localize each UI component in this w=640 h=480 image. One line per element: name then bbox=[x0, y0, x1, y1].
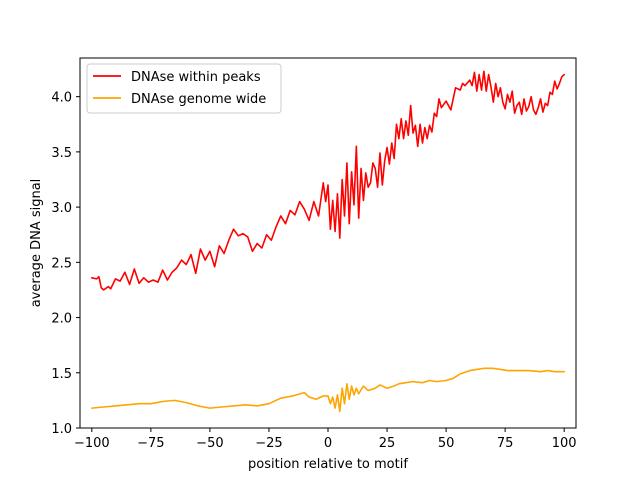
y-tick-label: 4.0 bbox=[51, 91, 72, 106]
x-tick-label: −50 bbox=[196, 436, 223, 451]
x-tick-label: 50 bbox=[438, 436, 455, 451]
y-tick-label: 1.5 bbox=[51, 367, 72, 382]
y-tick-label: 2.0 bbox=[51, 312, 72, 327]
x-tick-label: 0 bbox=[324, 436, 332, 451]
x-axis-label: position relative to motif bbox=[248, 457, 408, 472]
x-tick-label: −100 bbox=[74, 436, 110, 451]
series-line-0 bbox=[91, 70, 565, 291]
x-tick-label: −75 bbox=[137, 436, 164, 451]
y-tick-label: 3.5 bbox=[51, 146, 72, 161]
y-tick-label: 2.5 bbox=[51, 256, 72, 271]
legend-box bbox=[86, 63, 282, 114]
legend: DNAse within peaks DNAse genome wide bbox=[86, 63, 282, 114]
ticks-layer: −100 −75 −50 −25 0 25 50 75 100 1.0 1.5 2.0 2.5 3.0 3.… bbox=[51, 91, 576, 451]
y-axis-label: average DNA signal bbox=[29, 179, 44, 308]
x-tick-label: −25 bbox=[255, 436, 282, 451]
y-tick-label: 1.0 bbox=[51, 422, 72, 437]
series-layer bbox=[91, 70, 565, 413]
y-tick-label: 3.0 bbox=[51, 201, 72, 216]
x-tick-label: 25 bbox=[379, 436, 396, 451]
series-line-1 bbox=[91, 367, 565, 413]
x-tick-label: 100 bbox=[552, 436, 577, 451]
legend-label-within-peaks: DNAse within peaks bbox=[131, 70, 261, 85]
legend-label-genome-wide: DNAse genome wide bbox=[131, 92, 266, 107]
x-tick-label: 75 bbox=[497, 436, 514, 451]
